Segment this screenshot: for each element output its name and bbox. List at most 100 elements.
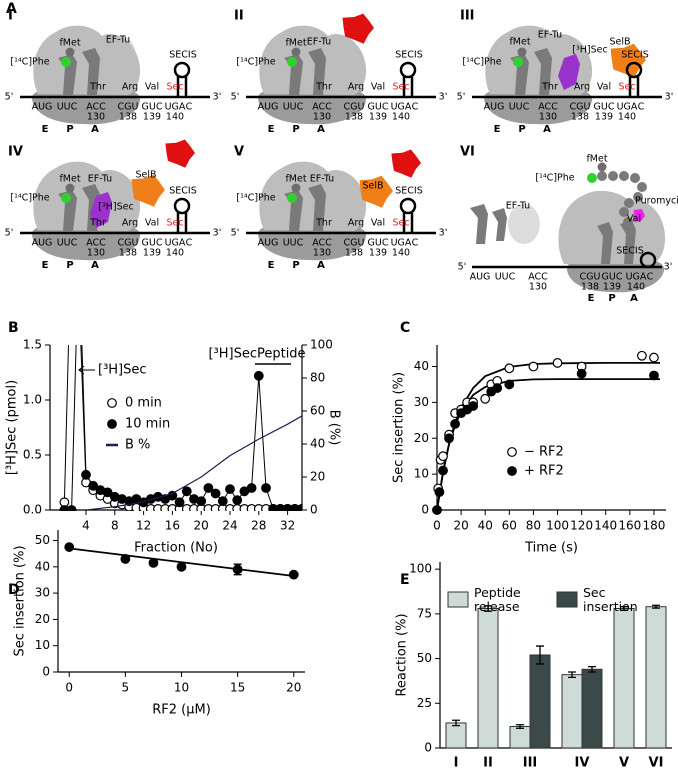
- sites-label: A: [91, 124, 99, 135]
- error-bar: [452, 719, 460, 727]
- x-tick-label: 28: [251, 519, 266, 533]
- trna-sec: [558, 54, 580, 90]
- phe-dot: [61, 193, 71, 203]
- data-point: [246, 483, 257, 493]
- diagram-label: EF-Tu: [307, 37, 331, 48]
- sites-label: E: [42, 260, 49, 271]
- diagram-label: SelB: [362, 181, 383, 192]
- data-point: [444, 433, 454, 444]
- fmet-dot: [65, 183, 75, 193]
- x-tick-label: 15: [230, 681, 245, 695]
- phe-dot: [513, 57, 523, 67]
- bar: [613, 608, 635, 749]
- y2-axis-label: B (%): [327, 410, 342, 446]
- phe-dot: [587, 173, 597, 183]
- codons-label: UUC: [509, 102, 530, 113]
- legend-marker: [507, 466, 517, 476]
- trna: [620, 220, 636, 264]
- trna: [308, 184, 326, 231]
- data-point: [232, 564, 243, 575]
- amino-label: Sec: [166, 82, 183, 93]
- panel-label: C: [400, 320, 410, 336]
- codons-label: GUC: [594, 102, 615, 113]
- data-point: [528, 361, 539, 372]
- positions-label: 130: [313, 112, 331, 123]
- diagram-label: [¹⁴C]Phe: [462, 57, 501, 68]
- data-point: [196, 496, 207, 507]
- amino-label: Arg: [122, 82, 138, 93]
- diagram-label: 3': [664, 262, 673, 273]
- data-point: [576, 368, 587, 379]
- amino-label: Arg: [348, 82, 364, 93]
- x-tick-label: 100: [546, 519, 569, 533]
- diagram-label: fMet: [59, 174, 80, 185]
- diagram: III fMet EF-Tu [¹⁴C]Phe SECIS 5' 3' SelB[³H]Sec…: [457, 9, 674, 136]
- codons-label: UGA: [391, 238, 412, 249]
- legend-label: 10 min: [125, 417, 170, 432]
- ef-tu-shape: [508, 204, 540, 244]
- codons-label: UGA: [626, 272, 647, 283]
- y-tick-label: 50: [417, 651, 432, 665]
- trna: [470, 204, 488, 244]
- codons-label: CGU: [344, 238, 365, 249]
- codons-label: CGU: [344, 102, 365, 113]
- error-bar: [620, 606, 628, 611]
- legend-swatch: [447, 591, 469, 608]
- secis-loop: [399, 61, 417, 79]
- diagram-numeral: IV: [8, 145, 23, 160]
- codons-label: CGU: [580, 272, 601, 283]
- legend-marker: [507, 447, 517, 457]
- diagram-label: SECIS: [169, 186, 197, 197]
- puromycin-shape: [633, 209, 645, 222]
- positions-label: 130: [313, 248, 331, 259]
- positions-label: 140: [627, 282, 645, 293]
- amino-label: Val: [597, 82, 611, 93]
- diagram-label: 3': [439, 92, 448, 103]
- data-point: [434, 487, 445, 497]
- data-point: [438, 465, 448, 476]
- codons-label: ACC: [312, 238, 332, 249]
- error-bar: [652, 604, 660, 609]
- x-tick-label: I: [454, 756, 459, 771]
- x-tick-label: V: [619, 756, 629, 771]
- codons-label: C: [412, 102, 419, 113]
- data-point: [504, 363, 515, 374]
- data-point: [217, 496, 228, 507]
- codons-label: UUC: [495, 272, 516, 283]
- data-point: [636, 350, 647, 361]
- codons-label: ACC: [86, 238, 106, 249]
- diagram-label: EF-Tu: [538, 30, 562, 41]
- y-tick-label: 0: [424, 741, 432, 755]
- y-tick-label: 75: [417, 606, 432, 620]
- error-bar: [588, 665, 596, 673]
- sites-label: P: [66, 124, 73, 135]
- trna: [308, 48, 326, 95]
- positions-label: 139: [595, 112, 613, 123]
- fit-line: [437, 362, 660, 511]
- y-axis-label: Sec insertion (%): [392, 372, 407, 483]
- trna: [534, 48, 552, 95]
- x-tick-label: 120: [570, 519, 593, 533]
- codons-label: UUC: [57, 238, 78, 249]
- data-point: [120, 554, 131, 564]
- x-tick-label: III: [523, 756, 538, 771]
- amino-label: Thr: [541, 82, 558, 93]
- x-tick-label: 40: [478, 519, 493, 533]
- legend-marker: [107, 398, 117, 408]
- diagram-label: fMet: [285, 38, 306, 49]
- codons-label: ACC: [86, 102, 106, 113]
- positions-label: 139: [143, 248, 161, 259]
- trna-sec: [90, 192, 112, 228]
- codons-label: GUC: [142, 238, 163, 249]
- fmet-dot: [597, 162, 607, 172]
- diagram-numeral: V: [234, 145, 244, 160]
- positions-label: 138: [345, 112, 363, 123]
- codons-label: ACC: [538, 102, 558, 113]
- data-point: [297, 504, 302, 511]
- diagram-label: fMet: [285, 174, 306, 185]
- peptide-bead: [619, 171, 629, 181]
- diagram: IV fMet EF-Tu [¹⁴C]Phe SECIS 5' 3' SelB [³H]Sec T…: [5, 139, 221, 271]
- diagram-label: [³H]Sec: [98, 202, 133, 213]
